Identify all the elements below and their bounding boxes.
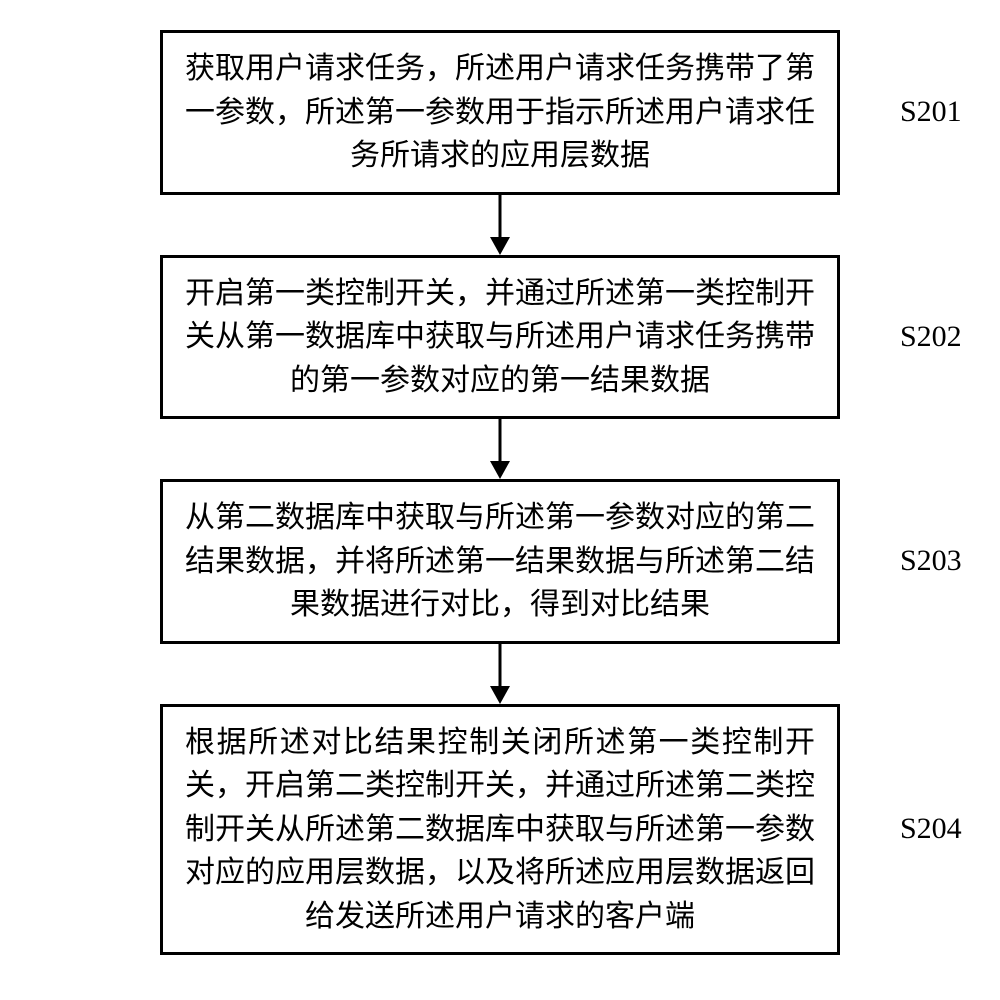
connector	[160, 195, 840, 255]
step-box-s201: 获取用户请求任务，所述用户请求任务携带了第一参数，所述第一参数用于指示所述用户请…	[160, 30, 840, 195]
step-label-s202: S202	[900, 320, 962, 354]
step-text: 根据所述对比结果控制关闭所述第一类控制开关，开启第二类控制开关，并通过所述第二类…	[185, 726, 815, 933]
step-label-s204: S204	[900, 812, 962, 846]
step-box-s204: 根据所述对比结果控制关闭所述第一类控制开关，开启第二类控制开关，并通过所述第二类…	[160, 704, 840, 956]
step-box-s203: 从第二数据库中获取与所述第一参数对应的第二结果数据，并将所述第一结果数据与所述第…	[160, 479, 840, 644]
step-text: 获取用户请求任务，所述用户请求任务携带了第一参数，所述第一参数用于指示所述用户请…	[185, 52, 815, 172]
step-row: 开启第一类控制开关，并通过所述第一类控制开关从第一数据库中获取与所述用户请求任务…	[0, 255, 1000, 420]
arrow-down-icon	[485, 195, 515, 255]
step-text: 从第二数据库中获取与所述第一参数对应的第二结果数据，并将所述第一结果数据与所述第…	[185, 501, 815, 621]
connector	[160, 644, 840, 704]
step-row: 根据所述对比结果控制关闭所述第一类控制开关，开启第二类控制开关，并通过所述第二类…	[0, 704, 1000, 956]
arrow-down-icon	[485, 419, 515, 479]
step-label-s203: S203	[900, 544, 962, 578]
step-row: 获取用户请求任务，所述用户请求任务携带了第一参数，所述第一参数用于指示所述用户请…	[0, 30, 1000, 195]
connector	[160, 419, 840, 479]
step-row: 从第二数据库中获取与所述第一参数对应的第二结果数据，并将所述第一结果数据与所述第…	[0, 479, 1000, 644]
flowchart-container: 获取用户请求任务，所述用户请求任务携带了第一参数，所述第一参数用于指示所述用户请…	[0, 30, 1000, 955]
arrow-down-icon	[485, 644, 515, 704]
step-text: 开启第一类控制开关，并通过所述第一类控制开关从第一数据库中获取与所述用户请求任务…	[185, 277, 815, 397]
step-label-s201: S201	[900, 95, 962, 129]
step-box-s202: 开启第一类控制开关，并通过所述第一类控制开关从第一数据库中获取与所述用户请求任务…	[160, 255, 840, 420]
